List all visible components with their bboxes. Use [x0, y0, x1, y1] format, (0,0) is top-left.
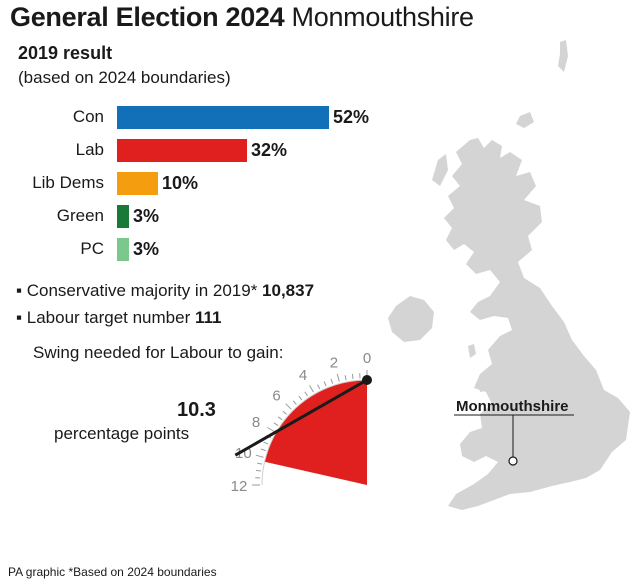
gauge-needle — [234, 378, 368, 457]
gauge-tick — [330, 378, 334, 384]
gauge-arc — [261, 379, 368, 486]
gauge-tick — [336, 373, 340, 382]
chart-title: 2019 result — [18, 43, 113, 63]
target-fact: ▪ Labour target number 111 — [16, 308, 222, 327]
bar-category-label: Green — [56, 206, 104, 225]
gauge-tick — [255, 454, 264, 458]
great-britain-shape — [444, 138, 630, 510]
gauge-tick — [285, 403, 292, 410]
gauge-tick — [257, 462, 263, 465]
title-constituency: Monmouthshire — [291, 2, 474, 32]
majority-text: Conservative majority in 2019* — [26, 281, 258, 300]
bar — [117, 106, 329, 129]
gauge-tick — [292, 400, 297, 405]
majority-fact: ▪ Conservative majority in 2019* 10,837 — [16, 281, 315, 300]
gauge-tick — [304, 391, 309, 397]
gauge-tick-label: 12 — [231, 478, 248, 495]
location-marker — [508, 456, 518, 466]
majority-value: 10,837 — [262, 281, 315, 300]
orkney-shape — [516, 112, 534, 128]
gauge-pivot — [362, 375, 372, 385]
swing-unit: percentage points — [54, 424, 190, 443]
title-bold: General Election 2024 — [10, 2, 285, 32]
bar-category-label: Lab — [75, 140, 104, 159]
gauge-tick-label: 0 — [363, 350, 371, 367]
gauge-tick — [273, 422, 279, 427]
gauge-tick-label: 2 — [330, 354, 338, 371]
page-title: General Election 2024 Monmouthshire — [10, 2, 474, 33]
swing-value: 10.3 — [177, 399, 216, 421]
hebrides-shape — [432, 154, 448, 186]
gauge-tick — [351, 373, 354, 379]
swing-title: Swing needed for Labour to gain: — [33, 343, 284, 362]
bar — [117, 238, 129, 261]
gauge-tick-label: 4 — [299, 367, 307, 384]
target-text: Labour target number — [26, 308, 191, 327]
map-location-label: Monmouthshire — [456, 398, 569, 415]
uk-map-shape — [388, 40, 630, 510]
gauge-fill — [264, 380, 367, 485]
bar-category-label: PC — [80, 239, 104, 258]
bar — [117, 172, 158, 195]
isle-of-man-shape — [468, 344, 476, 358]
gauge-tick — [344, 375, 347, 381]
bar-value-label: 3% — [133, 206, 160, 226]
gauge-tick-label: 8 — [252, 414, 260, 431]
gauge-tick — [263, 441, 269, 445]
gauge-tick — [277, 416, 283, 421]
bar — [117, 205, 129, 228]
target-value: 111 — [194, 308, 222, 327]
gauge-tick-label: 6 — [272, 388, 280, 405]
chart-subtitle: (based on 2024 boundaries) — [18, 68, 231, 87]
footer-credit: PA graphic *Based on 2024 boundaries — [8, 565, 217, 579]
gauge-tick — [323, 381, 327, 387]
gauge-tick — [298, 395, 303, 401]
gauge-tick — [282, 410, 287, 415]
gauge-tick — [260, 448, 266, 452]
bar-value-label: 32% — [251, 140, 288, 160]
gauge-tick — [309, 385, 314, 393]
anglesey-shape — [478, 380, 490, 392]
bar-value-label: 10% — [162, 173, 199, 193]
bar-value-label: 3% — [133, 239, 160, 259]
shetland-shape — [558, 40, 568, 72]
bar-value-label: 52% — [333, 107, 370, 127]
northern-ireland-shape — [388, 296, 434, 342]
bar — [117, 139, 247, 162]
gauge-tick — [317, 384, 321, 390]
bar-category-label: Con — [72, 107, 104, 126]
gauge-tick — [267, 427, 275, 432]
bar-category-label: Lib Dems — [32, 173, 104, 192]
gauge-tick — [255, 469, 261, 472]
